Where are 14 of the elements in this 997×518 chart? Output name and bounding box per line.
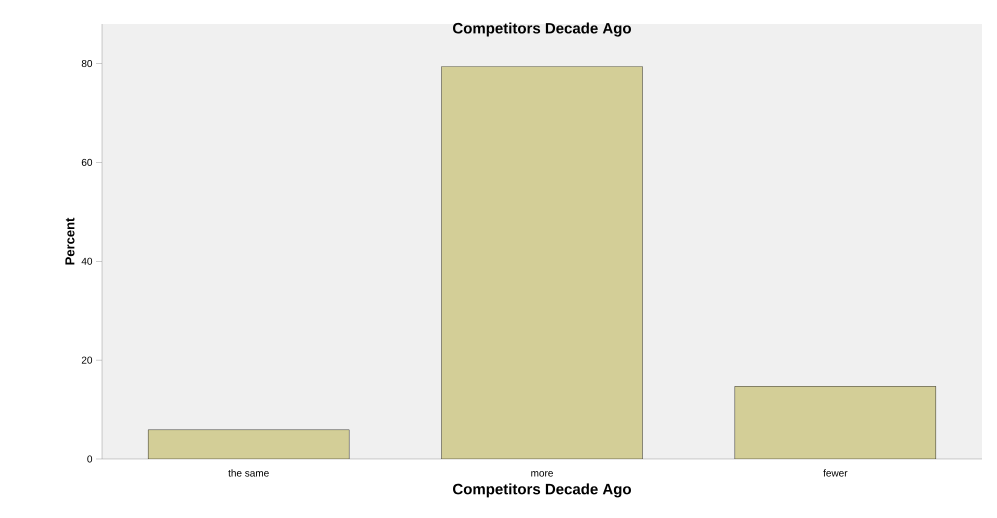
x-axis-title: Competitors Decade Ago: [453, 483, 631, 498]
bar: [441, 66, 643, 459]
y-tick-label: 60: [82, 158, 92, 166]
x-tick-label: the same: [228, 469, 269, 477]
chart-title: Competitors Decade Ago: [453, 22, 631, 37]
y-tick-label: 20: [82, 356, 92, 364]
x-tick-label: more: [531, 471, 553, 477]
bar: [148, 430, 350, 459]
x-tick-label: fewer: [823, 469, 848, 477]
y-tick-label: 80: [82, 60, 92, 68]
y-tick-label: 0: [87, 455, 92, 463]
bar: [734, 386, 936, 459]
y-tick-label: 40: [82, 258, 92, 265]
y-axis-title: Percent: [65, 218, 74, 264]
